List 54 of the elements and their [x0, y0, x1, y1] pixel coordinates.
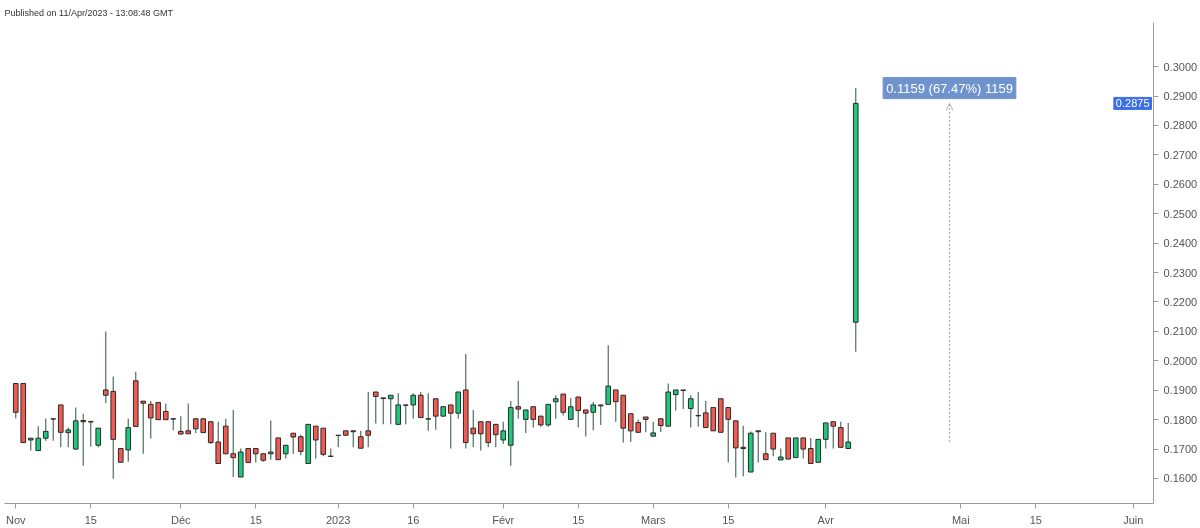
x-tick-label: 15	[84, 513, 97, 526]
candlestick	[230, 409, 237, 478]
x-tick-label: 15	[1029, 513, 1042, 526]
x-tick-label: 15	[722, 513, 735, 526]
x-tick-label: 2023	[326, 513, 351, 526]
y-tick-label: 0.1700	[1163, 443, 1198, 456]
y-tick-label: 0.2100	[1163, 325, 1198, 338]
x-tick-label: 16	[407, 513, 420, 526]
x-tick-label: Mars	[641, 513, 666, 526]
x-tick-label: Févr	[492, 513, 515, 526]
candlestick	[425, 392, 432, 432]
x-tick-label: Mai	[951, 513, 970, 526]
candlestick	[417, 391, 424, 419]
x-tick-label: Avr	[817, 513, 835, 526]
y-tick-label: 0.2800	[1163, 119, 1198, 132]
y-tick-label: 0.2400	[1163, 237, 1198, 250]
x-tick-label: 15	[572, 513, 585, 526]
candlestick	[762, 431, 769, 461]
y-tick-label: 0.3000	[1163, 60, 1198, 73]
y-tick-label: 0.2600	[1163, 178, 1198, 191]
y-tick-label: 0.2000	[1163, 354, 1198, 367]
y-tick-label: 0.2200	[1163, 295, 1198, 308]
y-tick-label: 0.1800	[1163, 413, 1198, 426]
annotation: 0.1159 (67.47%) 1159	[886, 80, 1013, 96]
candlestick	[380, 397, 387, 425]
candlestick	[395, 392, 402, 425]
x-tick-label: Déc	[170, 513, 192, 526]
candlestick	[695, 391, 702, 428]
x-tick-label: 15	[249, 513, 262, 526]
y-tick-label: 0.2500	[1163, 207, 1198, 220]
annotation: 0.2875	[1115, 97, 1150, 110]
candlestick	[372, 391, 379, 425]
candlestick	[402, 404, 409, 425]
y-tick-label: 0.1600	[1163, 472, 1198, 485]
y-tick-label: 0.2700	[1163, 148, 1198, 161]
candlestick	[387, 394, 394, 425]
candlestick	[290, 432, 297, 455]
y-tick-label: 0.2300	[1163, 266, 1198, 279]
candlestick	[87, 420, 94, 448]
candlestick	[95, 427, 102, 448]
x-tick-label: Juin	[1123, 513, 1144, 526]
y-tick-label: 0.2900	[1163, 90, 1198, 103]
candlestick	[42, 417, 49, 442]
candlestick	[410, 392, 417, 420]
candlestick	[770, 432, 777, 457]
candlestick	[605, 344, 612, 405]
candlestick	[50, 418, 57, 442]
x-tick-label: Nov	[5, 513, 27, 526]
candlestick	[687, 394, 694, 429]
y-tick-label: 0.1900	[1163, 384, 1198, 397]
candlestick	[365, 391, 372, 448]
text: Published on 11/Apr/2023 - 13:08:48 GMT	[4, 7, 174, 18]
candlestick	[755, 430, 762, 464]
candlestick	[597, 404, 604, 426]
